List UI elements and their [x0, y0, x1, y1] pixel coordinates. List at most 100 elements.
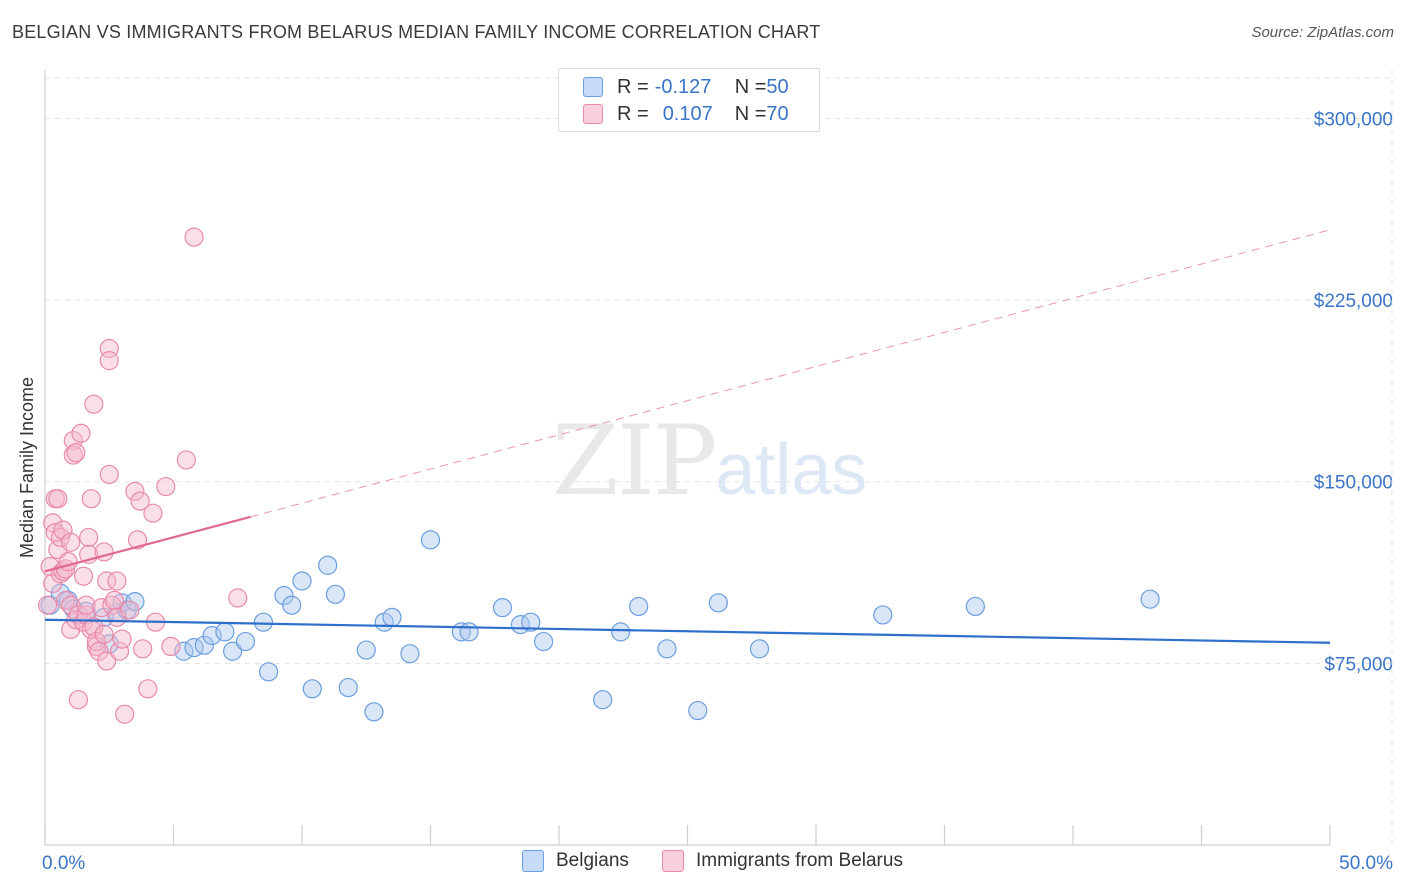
legend-r-value: -0.127: [654, 75, 712, 98]
trendline-belgians: [44, 618, 1331, 644]
point-belgians: [325, 584, 346, 604]
legend-n-value: 50: [766, 75, 789, 98]
point-belarus: [99, 464, 119, 485]
point-belarus: [138, 679, 158, 699]
point-belgians: [282, 595, 302, 615]
point-belarus: [68, 690, 89, 710]
point-belarus: [104, 590, 124, 610]
chart-title: BELGIAN VS IMMIGRANTS FROM BELARUS MEDIA…: [12, 22, 821, 42]
point-belarus: [81, 489, 101, 509]
point-belgians: [521, 612, 541, 632]
legend-n-value: 70: [766, 102, 789, 125]
point-belgians: [258, 662, 279, 682]
point-belarus: [37, 595, 58, 615]
legend-n-label: N =: [734, 75, 767, 98]
y-tick-label: $75,000: [1324, 654, 1393, 675]
point-belgians: [708, 593, 728, 613]
series-legend: Belgians Immigrants from Belarus: [0, 850, 1406, 878]
point-belarus: [176, 450, 196, 470]
point-belgians: [533, 631, 554, 652]
y-tick-label: $150,000: [1314, 473, 1393, 494]
point-belarus: [120, 600, 140, 620]
trendline-belarus-extension: [250, 229, 1331, 518]
point-belgians: [338, 677, 358, 698]
point-belarus: [109, 641, 130, 661]
point-belgians: [364, 702, 384, 722]
point-belgians: [202, 625, 222, 646]
point-belarus: [53, 520, 73, 540]
point-belarus: [50, 527, 71, 548]
point-belarus: [79, 527, 99, 548]
point-belarus: [228, 588, 248, 608]
x-tick-label: 0.0%: [42, 853, 85, 874]
point-belgians: [657, 639, 677, 659]
point-belgians: [1140, 589, 1160, 609]
point-belarus: [112, 629, 132, 649]
legend-row-belgians: R = -0.127 N = 50: [583, 75, 789, 99]
point-belgians: [215, 622, 235, 642]
point-belarus: [97, 651, 117, 671]
point-belarus: [76, 595, 96, 615]
point-belgians: [274, 585, 294, 606]
point-belarus: [125, 481, 145, 502]
point-belarus: [115, 704, 135, 724]
point-belgians: [194, 635, 214, 655]
source-label: Source: ZipAtlas.com: [1251, 24, 1394, 41]
point-belarus: [161, 636, 181, 657]
point-belarus: [71, 423, 91, 443]
watermark-atlas: atlas: [715, 430, 868, 510]
point-belgians: [593, 690, 613, 710]
point-belarus: [184, 227, 204, 247]
point-belarus: [48, 489, 68, 509]
point-belarus: [156, 476, 176, 497]
point-belgians: [382, 607, 402, 627]
y-axis-label: Median Family Income: [17, 377, 37, 558]
point-belgians: [400, 644, 420, 664]
point-belarus: [61, 595, 81, 615]
y-tick-label: $225,000: [1314, 291, 1393, 312]
point-belgians: [318, 555, 338, 575]
series-swatch-belarus: [662, 850, 684, 872]
point-belgians: [688, 700, 708, 721]
legend-r-value: 0.107: [662, 102, 713, 125]
point-belarus: [143, 503, 163, 523]
point-belgians: [965, 596, 985, 617]
y-tick-label: $300,000: [1314, 109, 1393, 130]
point-belgians: [253, 612, 274, 632]
point-belgians: [492, 598, 513, 618]
series-label-belarus: Immigrants from Belarus: [696, 850, 903, 871]
series-swatch-belgians: [522, 850, 544, 872]
point-belgians: [873, 605, 893, 625]
watermark-zip: ZIP: [552, 405, 717, 517]
legend-row-belarus: R = 0.107 N = 70: [583, 102, 789, 126]
series-legend-belarus: Immigrants from Belarus: [662, 850, 903, 872]
point-belarus: [73, 566, 94, 586]
point-belgians: [611, 622, 631, 642]
point-belgians: [356, 640, 376, 660]
point-belgians: [292, 571, 312, 591]
point-belarus: [133, 639, 153, 659]
point-belarus: [63, 430, 83, 451]
point-belarus: [73, 612, 94, 632]
legend-swatch-belgians: [583, 77, 603, 97]
point-belarus: [66, 443, 86, 463]
point-belarus: [84, 617, 104, 637]
point-belarus: [63, 445, 83, 465]
correlation-legend: R = -0.127 N = 50 R = 0.107 N = 70: [558, 68, 820, 132]
series-label-belgians: Belgians: [556, 850, 629, 871]
point-belarus: [130, 491, 150, 511]
legend-r-label: R =: [617, 102, 649, 125]
point-belarus: [99, 351, 119, 371]
point-belarus: [61, 532, 81, 552]
point-belgians: [302, 679, 322, 699]
point-belarus: [94, 624, 114, 644]
point-belarus: [127, 530, 148, 550]
point-belgians: [174, 641, 194, 661]
watermark: ZIPatlas: [552, 405, 867, 517]
point-belgians: [629, 596, 649, 617]
legend-n-label: N =: [734, 102, 767, 125]
x-tick-label: 50.0%: [1339, 853, 1393, 874]
point-belarus: [84, 394, 104, 414]
series-legend-belgians: Belgians: [522, 850, 629, 872]
point-belarus: [97, 571, 117, 591]
